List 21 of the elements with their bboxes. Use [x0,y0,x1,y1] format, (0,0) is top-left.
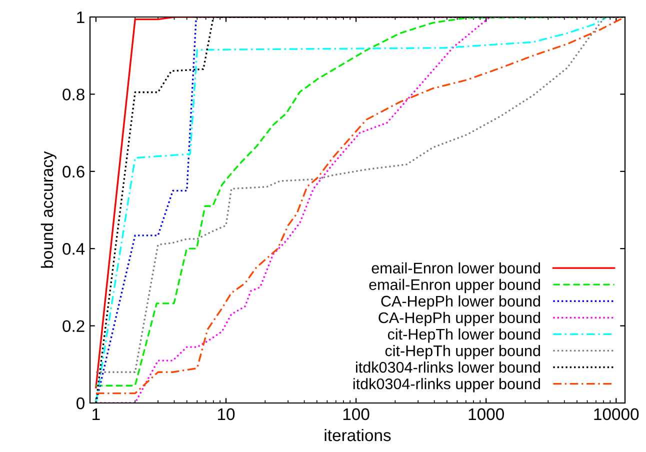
legend-label: cit-HepTh lower bound [388,328,540,343]
x-tick-label: 1000 [468,408,504,420]
legend-label: cit-HepTh upper bound [385,344,540,360]
legend-label: email-Enron upper bound [369,278,540,294]
legend-label: email-Enron lower bound [372,262,540,274]
x-axis-title: iterations [324,428,391,442]
x-tick-label: 10 [218,408,235,420]
y-tick-label: 0 [76,397,84,410]
y-tick-label: 1 [77,12,84,24]
y-tick-label: 0.8 [62,88,84,100]
y-tick-label: 0.6 [62,166,84,178]
y-tick-label: 0.4 [62,243,85,255]
legend-label: CA-HepPh upper bound [378,312,540,326]
legend-label: itdk0304-rlinks lower bound [356,362,540,373]
y-tick-label: 0.2 [62,320,84,332]
y-axis-title: bound accuracy [40,151,56,268]
x-tick-label: 10000 [594,408,639,420]
legend-label: itdk0304-rlinks upper bound [353,378,540,392]
legend-label: CA-HepPh lower bound [381,295,540,310]
x-tick-label: 1 [92,408,100,420]
x-tick-label: 100 [343,408,370,420]
